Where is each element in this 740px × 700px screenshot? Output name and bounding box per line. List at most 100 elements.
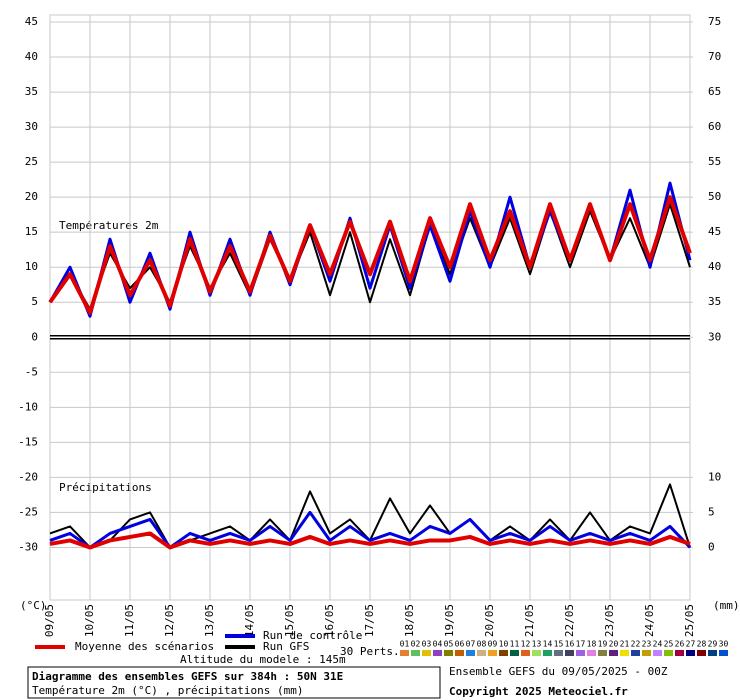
member-swatch (719, 650, 728, 656)
member-swatch (488, 650, 497, 656)
member-swatch (466, 650, 475, 656)
member-label: 28 (697, 640, 707, 649)
member-label: 23 (642, 640, 652, 649)
y-tick-label: 30 (25, 120, 38, 133)
y2-tick-label: 30 (708, 330, 721, 343)
y2-tick-label: 70 (708, 50, 721, 63)
x-tick-label: 15/05 (283, 604, 296, 637)
x-tick-label: 13/05 (203, 604, 216, 637)
x-tick-label: 22/05 (563, 604, 576, 637)
member-label: 11 (510, 640, 520, 649)
y-tick-label: 25 (25, 155, 38, 168)
member-swatch (620, 650, 629, 656)
y-tick-label: 35 (25, 85, 38, 98)
member-label: 18 (587, 640, 597, 649)
y-tick-label: -15 (18, 435, 38, 448)
y2-tick-label: 40 (708, 260, 721, 273)
member-swatch (609, 650, 618, 656)
member-swatch (565, 650, 574, 656)
x-tick-label: 10/05 (83, 604, 96, 637)
member-swatch (664, 650, 673, 656)
y-tick-label: -30 (18, 540, 38, 553)
member-label: 24 (653, 640, 663, 649)
right-unit: (mm) (713, 599, 740, 612)
member-swatch (642, 650, 651, 656)
y-tick-label: 45 (25, 15, 38, 28)
member-label: 26 (675, 640, 685, 649)
member-swatch (554, 650, 563, 656)
member-label: 19 (598, 640, 608, 649)
x-tick-label: 23/05 (603, 604, 616, 637)
member-label: 20 (609, 640, 619, 649)
member-swatch (631, 650, 640, 656)
title-box (27, 666, 441, 699)
member-label: 08 (477, 640, 487, 649)
member-swatch (675, 650, 684, 656)
member-label: 05 (444, 640, 454, 649)
member-swatch (708, 650, 717, 656)
x-tick-label: 09/05 (43, 604, 56, 637)
member-label: 29 (708, 640, 718, 649)
member-swatch (411, 650, 420, 656)
member-swatch (587, 650, 596, 656)
temperature-label: Températures 2m (59, 219, 159, 232)
member-swatch (499, 650, 508, 656)
x-tick-label: 12/05 (163, 604, 176, 637)
member-swatch (510, 650, 519, 656)
left-unit: (°C) (20, 599, 47, 612)
member-label: 06 (455, 640, 465, 649)
y2-tick-label: 0 (708, 540, 715, 553)
precipitation-line (49, 531, 691, 550)
member-swatch (455, 650, 464, 656)
member-swatch (477, 650, 486, 656)
member-swatch (400, 650, 409, 656)
chart-title: Diagramme des ensembles GEFS sur 384h : … (32, 670, 343, 683)
x-tick-label: 18/05 (403, 604, 416, 637)
y-tick-label: 40 (25, 50, 38, 63)
y2-tick-label: 5 (708, 505, 715, 518)
legend-label: Run de contrôle (263, 629, 362, 642)
x-tick-label: 24/05 (643, 604, 656, 637)
y-tick-label: -25 (18, 505, 38, 518)
member-swatch (422, 650, 431, 656)
y-tick-label: -20 (18, 470, 38, 483)
x-tick-label: 17/05 (363, 604, 376, 637)
y2-tick-label: 60 (708, 120, 721, 133)
member-label: 25 (664, 640, 674, 649)
member-swatch (576, 650, 585, 656)
member-label: 09 (488, 640, 498, 649)
member-swatch (598, 650, 607, 656)
y-tick-label: -5 (25, 365, 38, 378)
run-info: Ensemble GEFS du 09/05/2025 - 00Z (449, 665, 668, 678)
member-label: 15 (554, 640, 564, 649)
y2-tick-label: 50 (708, 190, 721, 203)
member-label: 01 (400, 640, 410, 649)
member-label: 03 (422, 640, 432, 649)
copyright: Copyright 2025 Meteociel.fr (449, 685, 628, 698)
member-label: 10 (499, 640, 509, 649)
precipitation-line (49, 510, 692, 549)
member-swatch (697, 650, 706, 656)
y-tick-label: -10 (18, 400, 38, 413)
y2-tick-label: 35 (708, 295, 721, 308)
member-label: 13 (532, 640, 542, 649)
precipitation-label: Précipitations (59, 481, 152, 494)
member-swatch (521, 650, 530, 656)
member-swatch (653, 650, 662, 656)
y2-tick-label: 75 (708, 15, 721, 28)
member-label: 14 (543, 640, 553, 649)
x-tick-label: 25/05 (683, 604, 696, 637)
member-swatch (532, 650, 541, 656)
member-label: 07 (466, 640, 476, 649)
x-tick-label: 19/05 (443, 604, 456, 637)
y2-tick-label: 55 (708, 155, 721, 168)
member-label: 22 (631, 640, 641, 649)
y-tick-label: 0 (31, 330, 38, 343)
member-label: 27 (686, 640, 696, 649)
x-tick-label: 16/05 (323, 604, 336, 637)
chart-subtitle: Température 2m (°C) , précipitations (mm… (32, 684, 304, 697)
temperature-line (48, 195, 692, 315)
member-swatch (433, 650, 442, 656)
legend-label: Moyenne des scénarios (75, 640, 214, 653)
